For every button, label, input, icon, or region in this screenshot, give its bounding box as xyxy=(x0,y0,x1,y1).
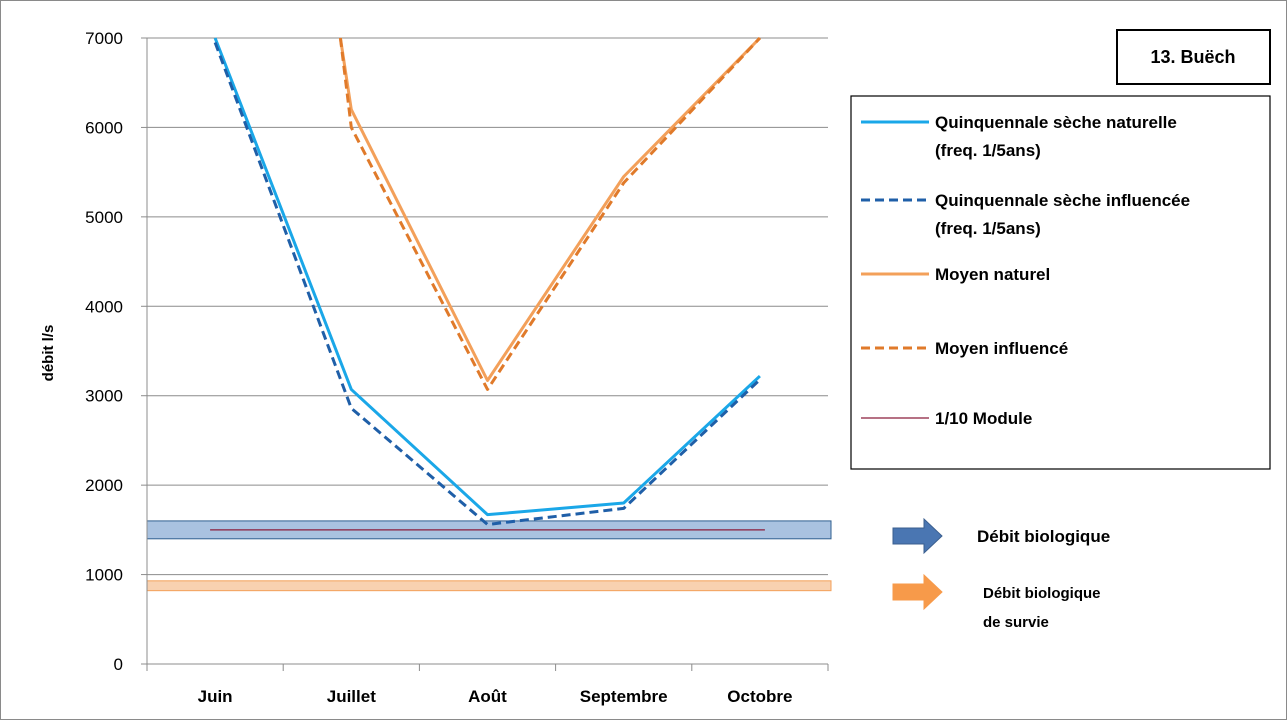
legend-items: Quinquennale sèche naturelle (freq. 1/5an… xyxy=(861,113,1190,428)
legend: Quinquennale sèche naturelle (freq. 1/5an… xyxy=(850,95,1271,470)
chart-title: 13. Buëch xyxy=(1150,47,1235,67)
y-tick-label-4: 4000 xyxy=(85,297,123,316)
series-line-1 xyxy=(213,41,761,526)
series-lines xyxy=(210,37,765,531)
y-tick-label-0: 0 xyxy=(114,655,123,674)
legend-label-4-0: 1/10 Module xyxy=(935,409,1032,428)
y-tick-label-1: 1000 xyxy=(85,566,123,585)
x-tick-label-0: Juin xyxy=(198,687,233,706)
y-tick-label-7: 7000 xyxy=(85,29,123,48)
legend-label-1-1: (freq. 1/5ans) xyxy=(935,219,1041,238)
axes xyxy=(141,37,829,671)
title-box: 13. Buëch xyxy=(1116,29,1271,85)
legend-border xyxy=(850,95,1271,470)
y-tick-label-3: 3000 xyxy=(85,387,123,406)
band-1 xyxy=(146,580,832,592)
x-tick-label-4: Octobre xyxy=(727,687,792,706)
band-arrow-0 xyxy=(892,517,943,555)
legend-label-2-0: Moyen naturel xyxy=(935,265,1050,284)
legend-label-3-0: Moyen influencé xyxy=(935,339,1068,358)
legend-label-1-0: Quinquennale sèche influencée xyxy=(935,191,1190,210)
series-line-3 xyxy=(338,37,761,391)
band-label-1-0: Débit biologique xyxy=(983,585,1101,602)
y-tick-label-5: 5000 xyxy=(85,208,123,227)
x-tick-label-1: Juillet xyxy=(327,687,376,706)
band-label-0-0: Débit biologique xyxy=(977,527,1110,546)
y-tick-label-2: 2000 xyxy=(85,476,123,495)
title-box-border xyxy=(1116,29,1271,85)
band-label-1-1: de survie xyxy=(983,614,1049,631)
legend-label-0-0: Quinquennale sèche naturelle xyxy=(935,113,1177,132)
y-tick-label-6: 6000 xyxy=(85,118,123,137)
band-arrow-1 xyxy=(892,573,943,611)
series-line-0 xyxy=(213,37,761,517)
y-tick-labels: 0 1000 2000 3000 4000 5000 6000 7000 xyxy=(85,29,123,674)
x-tick-label-3: Septembre xyxy=(580,687,668,706)
x-tick-label-2: Août xyxy=(468,687,507,706)
y-axis-label: débit l/s xyxy=(40,325,57,382)
grid-lines xyxy=(147,37,828,576)
x-tick-labels: Juin Juillet Août Septembre Octobre xyxy=(198,687,793,706)
band-legend: Débit biologique Débit biologique de survi… xyxy=(892,517,1110,631)
legend-label-0-1: (freq. 1/5ans) xyxy=(935,141,1041,160)
